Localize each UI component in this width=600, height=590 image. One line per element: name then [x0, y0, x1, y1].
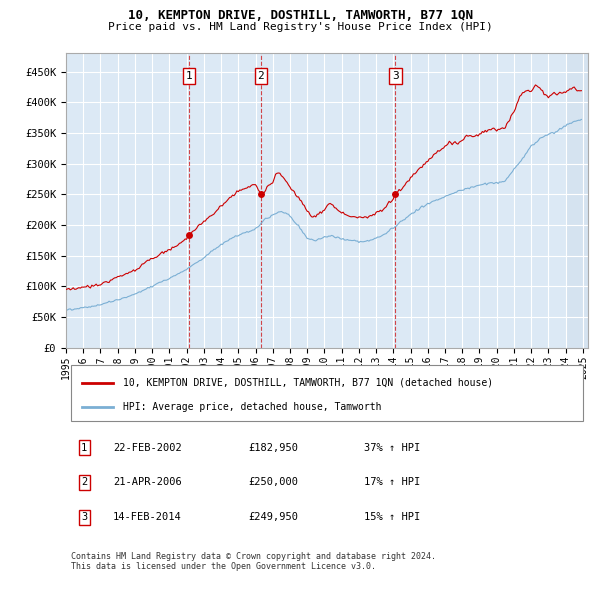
Text: 37% ↑ HPI: 37% ↑ HPI — [364, 442, 420, 453]
Text: Contains HM Land Registry data © Crown copyright and database right 2024.
This d: Contains HM Land Registry data © Crown c… — [71, 552, 436, 572]
Text: 3: 3 — [392, 71, 399, 81]
Text: 2: 2 — [257, 71, 264, 81]
Text: 21-APR-2006: 21-APR-2006 — [113, 477, 182, 487]
Text: 14-FEB-2014: 14-FEB-2014 — [113, 512, 182, 522]
Text: Price paid vs. HM Land Registry's House Price Index (HPI): Price paid vs. HM Land Registry's House … — [107, 22, 493, 32]
Text: £250,000: £250,000 — [249, 477, 299, 487]
Text: 1: 1 — [185, 71, 192, 81]
Text: 10, KEMPTON DRIVE, DOSTHILL, TAMWORTH, B77 1QN (detached house): 10, KEMPTON DRIVE, DOSTHILL, TAMWORTH, B… — [124, 378, 494, 388]
Text: 17% ↑ HPI: 17% ↑ HPI — [364, 477, 420, 487]
FancyBboxPatch shape — [71, 365, 583, 421]
Text: £182,950: £182,950 — [249, 442, 299, 453]
Text: £249,950: £249,950 — [249, 512, 299, 522]
Text: HPI: Average price, detached house, Tamworth: HPI: Average price, detached house, Tamw… — [124, 402, 382, 412]
Text: 22-FEB-2002: 22-FEB-2002 — [113, 442, 182, 453]
Text: 2: 2 — [81, 477, 88, 487]
Bar — [566, 53, 588, 348]
Text: 10, KEMPTON DRIVE, DOSTHILL, TAMWORTH, B77 1QN: 10, KEMPTON DRIVE, DOSTHILL, TAMWORTH, B… — [128, 9, 473, 22]
Bar — [566, 53, 588, 348]
Text: 1: 1 — [81, 442, 88, 453]
Text: 3: 3 — [81, 512, 88, 522]
Text: 15% ↑ HPI: 15% ↑ HPI — [364, 512, 420, 522]
